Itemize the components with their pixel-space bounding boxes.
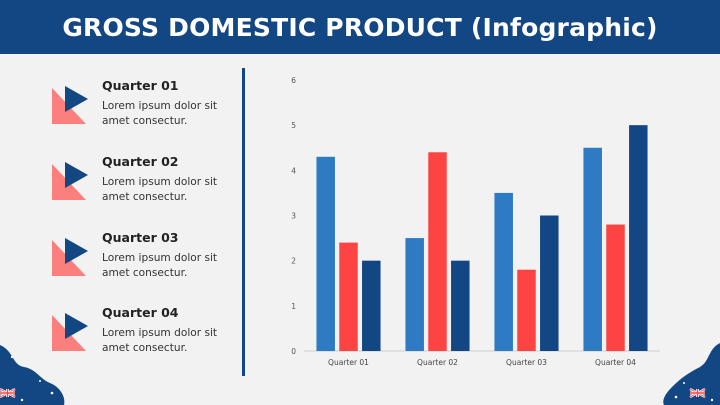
- vertical-divider: [242, 68, 245, 376]
- bar-4-series-3: [629, 125, 648, 351]
- quarter-title: Quarter 02: [102, 154, 179, 169]
- x-tick-label: Quarter 04: [595, 358, 636, 367]
- triangle-play-icon: [52, 162, 88, 200]
- quarter-item-4: Quarter 04 Lorem ipsum dolor sit amet co…: [52, 305, 237, 365]
- header-bar: GROSS DOMESTIC PRODUCT (Infographic): [0, 0, 720, 54]
- bar-3-series-1: [494, 192, 513, 351]
- y-tick-label: 0: [291, 347, 296, 356]
- quarter-description: Lorem ipsum dolor sit amet consectur.: [102, 176, 218, 203]
- y-tick-label: 5: [291, 121, 296, 130]
- corner-decoration-right: [663, 343, 720, 405]
- quarter-description: Lorem ipsum dolor sit amet consectur.: [102, 100, 218, 127]
- quarter-item-2: Quarter 02 Lorem ipsum dolor sit amet co…: [52, 154, 237, 214]
- x-tick-label: Quarter 02: [417, 358, 458, 367]
- bar-2-series-1: [405, 238, 424, 351]
- quarter-description: Lorem ipsum dolor sit amet consectur.: [102, 252, 218, 279]
- australia-flag-icon: [0, 387, 30, 405]
- corner-decoration-left: [0, 345, 65, 405]
- quarter-title: Quarter 01: [102, 78, 179, 93]
- bar-4-series-2: [606, 224, 625, 351]
- bar-3-series-2: [517, 269, 536, 351]
- bar-2-series-2: [428, 152, 447, 351]
- quarter-item-1: Quarter 01 Lorem ipsum dolor sit amet co…: [52, 78, 237, 138]
- x-tick-label: Quarter 03: [506, 358, 547, 367]
- quarter-description: Lorem ipsum dolor sit amet consectur.: [102, 327, 218, 354]
- quarter-item-3: Quarter 03 Lorem ipsum dolor sit amet co…: [52, 230, 237, 290]
- page-title: GROSS DOMESTIC PRODUCT (Infographic): [62, 12, 658, 42]
- bar-1-series-2: [339, 242, 358, 351]
- gdp-bar-chart: 0 1 2 3 4 5 6 Quarter 01 Quarter 02 Quarter 03 Qua…: [291, 76, 660, 367]
- australia-flag-icon: [689, 387, 720, 405]
- triangle-play-icon: [52, 313, 88, 351]
- x-tick-label: Quarter 01: [328, 358, 369, 367]
- y-tick-label: 2: [291, 257, 296, 266]
- bar-1-series-3: [362, 260, 381, 351]
- y-tick-label: 1: [291, 302, 296, 311]
- triangle-play-icon: [52, 86, 88, 124]
- triangle-play-icon: [52, 238, 88, 276]
- bar-4-series-1: [583, 147, 602, 351]
- bar-3-series-3: [540, 215, 559, 351]
- y-tick-label: 4: [291, 166, 296, 175]
- quarter-title: Quarter 04: [102, 305, 179, 320]
- bar-2-series-3: [451, 260, 470, 351]
- y-tick-label: 3: [291, 212, 296, 221]
- bar-1-series-1: [316, 156, 335, 351]
- y-tick-label: 6: [291, 76, 296, 85]
- quarter-title: Quarter 03: [102, 230, 179, 245]
